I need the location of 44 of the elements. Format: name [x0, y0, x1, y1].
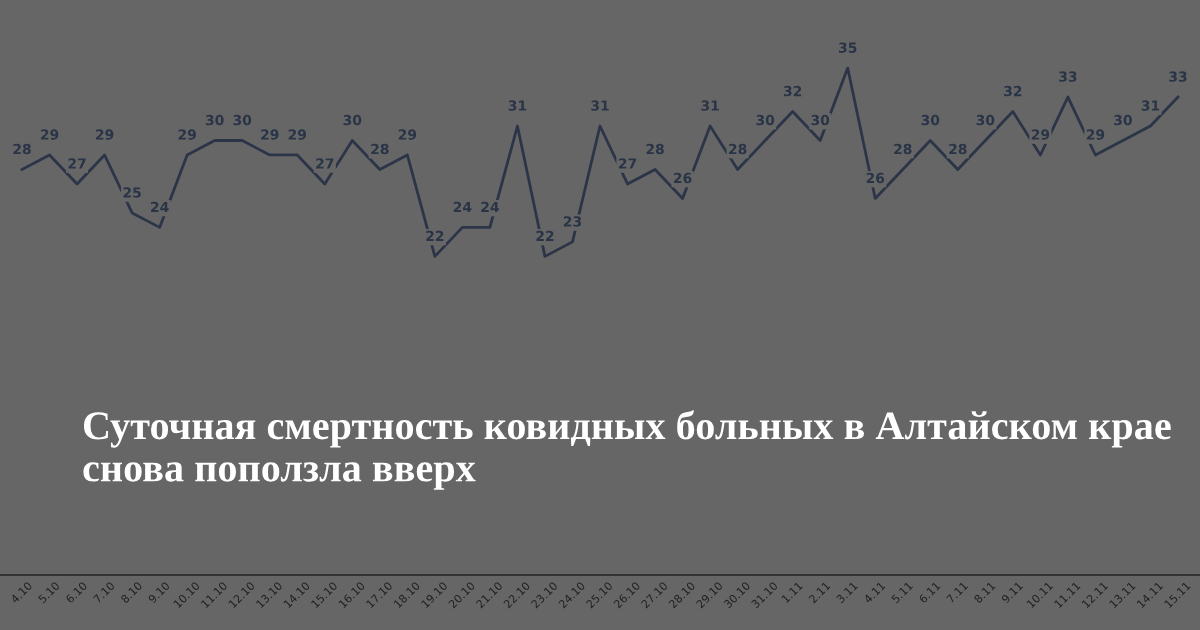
data-label: 28: [729, 143, 747, 155]
data-label: 30: [811, 114, 830, 126]
data-label: 29: [261, 129, 279, 140]
data-label: 27: [316, 158, 334, 169]
data-label: 31: [591, 100, 609, 111]
data-label: 22: [426, 230, 444, 241]
data-label: 30: [1114, 114, 1132, 126]
data-label: 31: [1141, 100, 1160, 111]
data-label: 29: [40, 129, 59, 140]
data-label: 29: [96, 129, 114, 140]
data-label: 26: [866, 172, 885, 184]
data-label: 33: [1059, 71, 1077, 82]
data-label: 27: [618, 158, 637, 169]
data-label: 24: [151, 201, 169, 212]
data-label: 35: [838, 42, 857, 53]
data-label: 31: [701, 100, 719, 111]
data-label: 30: [976, 114, 995, 126]
data-label: 29: [1086, 129, 1105, 140]
data-label: 30: [756, 114, 775, 126]
data-label: 28: [646, 143, 664, 155]
data-label: 26: [674, 172, 692, 184]
data-label: 29: [178, 129, 196, 140]
text: Суточная смертность ковидных больных в Алтайском крае снова поползла вверх: [83, 410, 1171, 490]
data-label: 32: [783, 85, 802, 97]
data-label: 28: [894, 143, 912, 155]
data-label: 27: [68, 158, 86, 169]
data-label: 30: [205, 114, 224, 126]
data-label: 24: [481, 201, 499, 212]
data-label: 28: [371, 143, 389, 155]
data-label: 32: [1004, 85, 1022, 97]
data-label: 28: [949, 143, 967, 155]
data-label: 31: [508, 100, 527, 111]
data-label: 23: [563, 216, 582, 227]
data-label: 29: [398, 129, 417, 140]
data-label: 29: [288, 129, 307, 140]
data-label: 22: [536, 230, 554, 241]
data-label: 33: [1169, 71, 1187, 82]
data-label: 24: [453, 201, 472, 212]
data-label: 29: [1031, 129, 1050, 140]
data-label: 28: [13, 143, 31, 155]
data-label: 30: [921, 114, 940, 126]
data-label: 25: [123, 187, 141, 198]
data-label: 30: [233, 114, 252, 126]
data-label: 30: [343, 114, 362, 126]
